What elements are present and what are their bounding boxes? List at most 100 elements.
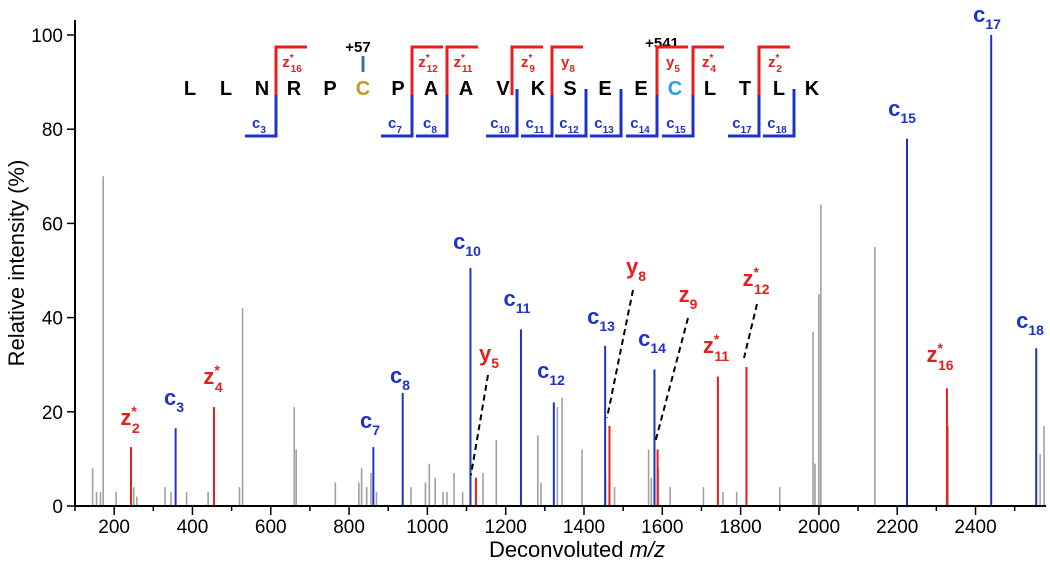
c-fragment-letter-11: c bbox=[526, 115, 534, 132]
z-fragment-letter-zstar9: z bbox=[521, 54, 529, 71]
sequence-residue-12: S bbox=[563, 78, 576, 100]
leader-zstar12 bbox=[743, 303, 758, 359]
sequence-residue-2: L bbox=[220, 78, 232, 100]
x-tick-label-1600: 1600 bbox=[641, 517, 683, 538]
z-fragment-letter-y5: y bbox=[666, 54, 675, 71]
c-fragment-label-18: c18 bbox=[767, 115, 787, 136]
axis-ticks: 200 400 600 800 1000 1200 1400 1600 1800 2000 2200… bbox=[31, 26, 1016, 538]
c-fragment-label-13: c13 bbox=[594, 115, 614, 136]
sequence-residue-5: P bbox=[323, 78, 336, 100]
peak-label-c13: c13 bbox=[587, 304, 615, 334]
c-fragment-bracket-18 bbox=[763, 89, 796, 138]
c-fragment-label-10: c10 bbox=[490, 115, 510, 136]
y-tick-label-60: 60 bbox=[42, 214, 63, 235]
x-tick-label-1400: 1400 bbox=[563, 517, 605, 538]
sequence-residue-14: E bbox=[634, 78, 647, 100]
c-fragment-letter-13: c bbox=[594, 115, 602, 132]
sequence-residue-7: P bbox=[391, 78, 404, 100]
peak-label-zstar2-star: * bbox=[131, 403, 137, 419]
peak-label-c17-number: 17 bbox=[985, 16, 1001, 32]
x-tick-label-200: 200 bbox=[98, 517, 130, 538]
c-fragment-bracket-11 bbox=[521, 89, 554, 138]
peak-label-c13-number: 13 bbox=[599, 318, 615, 334]
peak-label-c18: c18 bbox=[1016, 308, 1044, 338]
z-fragment-bracket-zstar4 bbox=[691, 45, 724, 95]
c-fragment-label-3: c3 bbox=[252, 115, 266, 136]
z-fragment-label-y8: y8 bbox=[561, 54, 575, 75]
peak-label-c3-number: 3 bbox=[176, 399, 184, 415]
peak-label-c11: c11 bbox=[503, 286, 530, 316]
c-fragment-bracket-10 bbox=[486, 89, 519, 138]
unassigned-peaks bbox=[91, 176, 1045, 506]
c-fragment-number-11: 11 bbox=[534, 125, 545, 136]
c-fragment-letter-8: c bbox=[423, 115, 431, 132]
c-fragment-letter-10: c bbox=[490, 115, 498, 132]
sequence-residue-13: E bbox=[598, 78, 611, 100]
z-fragment-star-zstar12: * bbox=[426, 53, 430, 64]
c-fragment-bracket-12 bbox=[555, 89, 588, 138]
peak-label-zstar4-letter: z bbox=[203, 364, 214, 389]
peak-label-c3: c3 bbox=[164, 385, 184, 415]
sequence-residue-10: V bbox=[496, 78, 510, 100]
c-fragment-bracket-8 bbox=[416, 89, 449, 138]
z-fragment-number-zstar16: 16 bbox=[291, 64, 303, 75]
peak-label-zstar12-number: 12 bbox=[754, 281, 770, 297]
x-tick-label-2400: 2400 bbox=[954, 517, 996, 538]
peak-label-c12: c12 bbox=[537, 358, 565, 388]
peak-label-c15-number: 15 bbox=[900, 110, 916, 126]
c-fragment-letter-3: c bbox=[252, 115, 260, 132]
z-fragment-bracket-y5 bbox=[655, 45, 688, 95]
z-fragment-star-zstar4: * bbox=[710, 53, 714, 64]
z-fragment-label-zstar4: z* 4 bbox=[702, 53, 716, 75]
x-tick-label-1800: 1800 bbox=[719, 517, 761, 538]
peak-label-zstar12-letter: z bbox=[742, 266, 753, 291]
x-tick-label-2200: 2200 bbox=[876, 517, 918, 538]
sequence-residue-1: L bbox=[184, 78, 196, 100]
peak-label-z9-number: 9 bbox=[690, 296, 698, 312]
z-fragment-label-zstar11: z* 11 bbox=[454, 53, 473, 75]
sequence-residue-3: N bbox=[255, 78, 269, 100]
leader-z9 bbox=[654, 317, 689, 444]
c-fragment-letter-18: c bbox=[767, 115, 775, 132]
peak-label-zstar2: z* 2 bbox=[120, 403, 139, 436]
z-fragment-label-zstar2: z* 2 bbox=[768, 53, 782, 75]
z-fragment-letter-zstar11: z bbox=[454, 54, 462, 71]
x-tick-label-800: 800 bbox=[333, 517, 365, 538]
peak-label-c7: c7 bbox=[360, 408, 380, 438]
peak-label-c10-letter: c bbox=[453, 229, 465, 254]
sequence-residue-9: A bbox=[459, 78, 473, 100]
z-fragment-label-y5: y5 bbox=[666, 54, 680, 75]
sequence-residue-4: R bbox=[287, 78, 302, 100]
peak-label-y8: y8 bbox=[626, 254, 646, 284]
z-fragment-bracket-zstar2 bbox=[757, 45, 790, 95]
z-fragment-label-zstar9: z* 9 bbox=[521, 53, 535, 75]
c-fragment-number-8: 8 bbox=[431, 125, 437, 136]
sequence-residue-18: L bbox=[773, 78, 785, 100]
peak-label-c18-letter: c bbox=[1016, 308, 1028, 333]
peak-label-c7-number: 7 bbox=[372, 422, 380, 438]
modification-label-15: +541 bbox=[645, 35, 679, 52]
z-fragment-number-zstar11: 11 bbox=[462, 64, 473, 75]
peak-label-zstar11-number: 11 bbox=[714, 348, 729, 364]
modification-label-6: +57 bbox=[345, 39, 370, 56]
sequence-residue-19: K bbox=[805, 78, 820, 100]
peak-label-zstar11-letter: z bbox=[703, 333, 714, 358]
c-fragment-bracket-17 bbox=[728, 89, 761, 138]
peak-label-zstar2-letter: z bbox=[120, 405, 131, 430]
y-tick-label-100: 100 bbox=[31, 26, 63, 47]
z-fragment-letter-zstar16: z bbox=[282, 54, 290, 71]
peak-label-zstar12-star: * bbox=[753, 264, 759, 280]
peak-label-z9-letter: z bbox=[679, 282, 690, 307]
peak-label-zstar2-number: 2 bbox=[132, 420, 140, 436]
c-fragment-letter-14: c bbox=[630, 115, 638, 132]
peak-label-zstar4-number: 4 bbox=[215, 379, 223, 395]
peak-leader-lines bbox=[470, 289, 758, 476]
peak-label-c12-number: 12 bbox=[549, 372, 565, 388]
x-tick-label-1200: 1200 bbox=[485, 517, 527, 538]
peak-label-zstar12: z* 12 bbox=[742, 264, 769, 297]
peak-label-c14-letter: c bbox=[638, 326, 650, 351]
c-fragment-number-3: 3 bbox=[260, 125, 266, 136]
z-fragment-bracket-zstar11 bbox=[445, 45, 478, 95]
peak-label-c17-letter: c bbox=[973, 2, 985, 27]
z-fragment-bracket-zstar12 bbox=[410, 45, 443, 95]
